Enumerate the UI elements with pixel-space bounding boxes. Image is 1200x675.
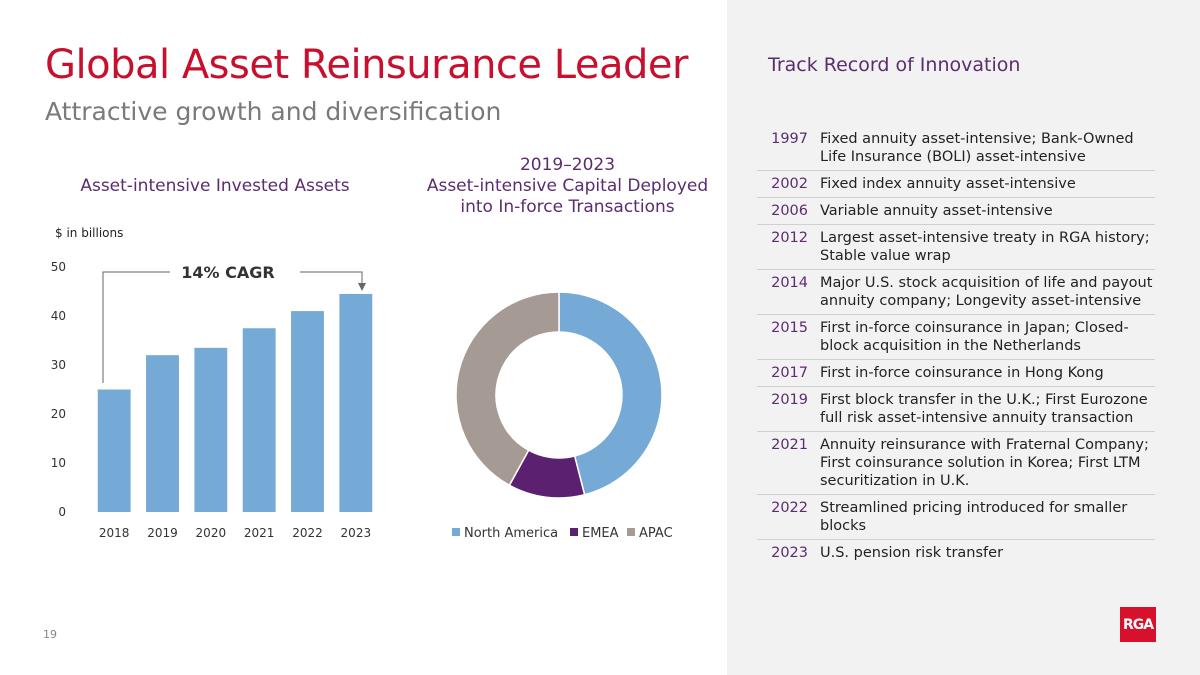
- timeline-year: 2002: [771, 176, 808, 192]
- x-tick-label: 2020: [196, 526, 227, 540]
- timeline-text: First block transfer in the U.K.; First …: [820, 392, 1148, 426]
- y-tick-label: 40: [51, 309, 66, 323]
- cagr-arrow-line-right: [300, 271, 366, 291]
- timeline-year: 2014: [771, 275, 808, 291]
- timeline-item: 2002 Fixed index annuity asset-intensive: [757, 171, 1155, 198]
- donut-slice-apac: [455, 291, 560, 487]
- cagr-label: 14% CAGR: [181, 263, 274, 282]
- x-tick-label: 2023: [341, 526, 372, 540]
- timeline-item: 2023 U.S. pension risk transfer: [757, 540, 1155, 566]
- timeline-year: 2023: [771, 545, 808, 561]
- donut-chart: North America EMEA APAC: [452, 291, 673, 541]
- timeline-item: 2006 Variable annuity asset-intensive: [757, 198, 1155, 225]
- timeline-text: First in-force coinsurance in Hong Kong: [820, 365, 1104, 381]
- donut-title-line3: into In-force Transactions: [460, 197, 675, 217]
- y-tick-label: 30: [51, 358, 66, 372]
- timeline-item: 2022 Streamlined pricing introduced for s…: [757, 495, 1155, 540]
- y-tick-label: 10: [51, 456, 66, 470]
- legend-swatch: [452, 528, 460, 536]
- page-title: Global Asset Reinsurance Leader: [45, 42, 688, 88]
- bar-2021: [242, 328, 276, 512]
- timeline-year: 2006: [771, 203, 808, 219]
- timeline-year: 2017: [771, 365, 808, 381]
- right-panel: [727, 0, 1200, 675]
- bar-2018: [97, 389, 131, 512]
- y-tick-label: 50: [51, 260, 66, 274]
- donut-slice-north-america: [558, 291, 663, 496]
- timeline-year: 2015: [771, 320, 808, 336]
- y-tick-label: 0: [58, 505, 66, 519]
- bar-chart: 0 10 20 30 40 50 2018 2019 2020 2021 2022 2023 14%…: [51, 260, 373, 540]
- legend-label: APAC: [639, 526, 673, 541]
- timeline-text: Annuity reinsurance with Fraternal Compa…: [820, 437, 1149, 489]
- timeline-text: U.S. pension risk transfer: [820, 545, 1004, 561]
- donut-chart-title: 2019–2023 Asset-intensive Capital Deploy…: [405, 155, 730, 218]
- timeline-text: Fixed annuity asset-intensive; Bank-Owne…: [820, 131, 1134, 165]
- legend-swatch: [627, 528, 635, 536]
- x-tick-label: 2022: [292, 526, 323, 540]
- legend-label: North America: [464, 526, 558, 541]
- timeline-text: Fixed index annuity asset-intensive: [820, 176, 1076, 192]
- y-tick-label: 20: [51, 407, 66, 421]
- timeline-item: 2014 Major U.S. stock acquisition of life…: [757, 270, 1155, 315]
- timeline-item: 2012 Largest asset-intensive treaty in RG…: [757, 225, 1155, 270]
- bar-2019: [146, 355, 179, 512]
- units-label: $ in billions: [55, 226, 124, 240]
- legend-swatch: [570, 528, 578, 536]
- x-tick-label: 2018: [99, 526, 130, 540]
- timeline-text: Largest asset-intensive treaty in RGA hi…: [820, 230, 1150, 264]
- timeline-item: 2019 First block transfer in the U.K.; Fi…: [757, 387, 1155, 432]
- timeline-year: 2021: [771, 437, 808, 453]
- donut-title-line2: Asset-intensive Capital Deployed: [426, 176, 709, 196]
- timeline-text: First in-force coinsurance in Japan; Clo…: [820, 320, 1129, 354]
- x-tick-label: 2021: [244, 526, 275, 540]
- timeline-year: 2022: [771, 500, 808, 516]
- rga-logo: RGA: [1120, 607, 1156, 642]
- timeline-item: 2021 Annuity reinsurance with Fraternal C…: [757, 432, 1155, 495]
- timeline-year: 2019: [771, 392, 808, 408]
- timeline-item: 2017 First in-force coinsurance in Hong K…: [757, 360, 1155, 387]
- timeline-year: 2012: [771, 230, 808, 246]
- timeline-item: 1997 Fixed annuity asset-intensive; Bank-…: [757, 126, 1155, 171]
- timeline-list: 1997 Fixed annuity asset-intensive; Bank-…: [757, 126, 1155, 566]
- track-record-title: Track Record of Innovation: [768, 54, 1021, 76]
- bar-2020: [194, 347, 228, 512]
- page-number: 19: [43, 628, 57, 641]
- legend-label: EMEA: [582, 526, 619, 541]
- timeline-item: 2015 First in-force coinsurance in Japan;…: [757, 315, 1155, 360]
- bar-2022: [291, 311, 324, 512]
- bar-chart-title: Asset-intensive Invested Assets: [80, 176, 350, 196]
- page-subtitle: Attractive growth and diversification: [45, 97, 502, 126]
- donut-title-line1: 2019–2023: [519, 155, 616, 175]
- timeline-year: 1997: [771, 131, 808, 147]
- cagr-arrow-line-left: [102, 271, 170, 383]
- x-tick-label: 2019: [147, 526, 178, 540]
- timeline-text: Variable annuity asset-intensive: [820, 203, 1053, 219]
- timeline-text: Streamlined pricing introduced for small…: [820, 500, 1128, 534]
- timeline-text: Major U.S. stock acquisition of life and…: [820, 275, 1153, 309]
- bar-2023: [339, 293, 373, 512]
